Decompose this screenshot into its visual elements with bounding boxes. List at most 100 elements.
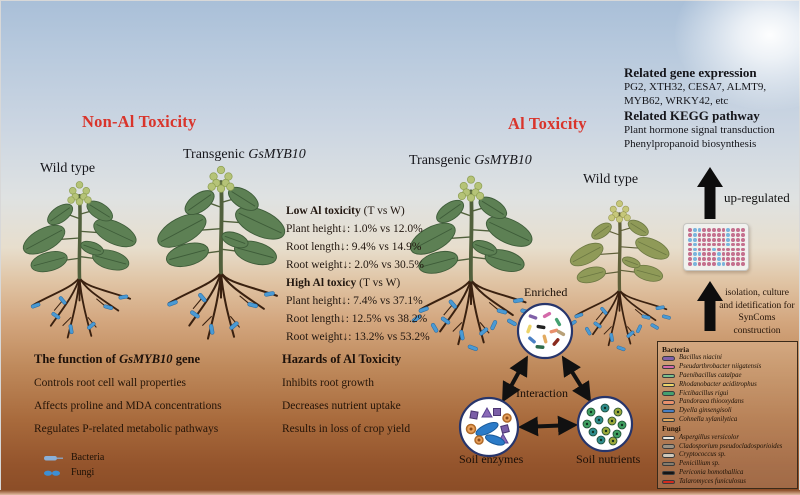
- gene-name: GsMYB10: [474, 153, 532, 168]
- gene-expression-lines: PG2, XTH32, CESA7, ALMT9, MYB62, WRKY42, …: [624, 80, 800, 108]
- microplate-well: [721, 262, 726, 266]
- microplate-well: [740, 232, 745, 237]
- microplate-well: [697, 262, 702, 266]
- gene-expression-panel: Related gene expression PG2, XTH32, CESA…: [624, 65, 800, 151]
- up-arrow-icon: [697, 167, 723, 219]
- bacteria-legend-header: Bacteria: [662, 345, 690, 354]
- species-swatch-icon: [662, 382, 675, 388]
- wild-type-label-left: Wild type: [40, 161, 96, 176]
- microplate-well: [707, 237, 711, 242]
- up-regulated-label: up-regulated: [724, 190, 790, 205]
- microplate-well: [731, 252, 735, 257]
- microplate-well: [697, 257, 702, 262]
- microplate-well: [692, 242, 697, 247]
- species-swatch-icon: [662, 408, 675, 414]
- microplate-well: [716, 232, 721, 237]
- microplate-well: [740, 252, 745, 257]
- microplate-well: [740, 228, 745, 232]
- kegg-pathway-line: Plant hormone signal transduction: [624, 124, 775, 136]
- microplate-well: [740, 257, 745, 262]
- microplate-well: [688, 252, 692, 257]
- microplate-well: [735, 237, 740, 242]
- up-arrow-icon: [697, 281, 723, 331]
- microplate-well: [740, 242, 745, 247]
- microplate-well: [702, 232, 707, 237]
- legend-row: Pseudarthrobacter niigatensis: [662, 363, 795, 372]
- microplate-well: [702, 252, 707, 257]
- microplate-well: [707, 257, 711, 262]
- stat-line: Plant height↓: 7.4% vs 37.1%: [286, 295, 423, 307]
- legend-row: Cryptococcus sp.: [662, 451, 795, 460]
- microplate-well: [697, 232, 702, 237]
- microplate-well: [740, 262, 745, 266]
- soil-enzymes-label: Soil enzymes: [459, 452, 524, 466]
- species-name: Penicillium sp.: [679, 460, 720, 468]
- function-panel-items: Controls root cell wall properties Affect…: [34, 372, 222, 441]
- microplate-well: [711, 247, 716, 252]
- microplate-well: [697, 242, 702, 247]
- al-toxicity-heading: Al Toxicity: [508, 114, 587, 133]
- kegg-pathway-line: Phenylpropanoid biosynthesis: [624, 138, 757, 150]
- microplate-well: [692, 228, 697, 232]
- species-name: Bacillus niacini: [679, 354, 722, 362]
- high-al-stats: Plant height↓: 7.4% vs 37.1% Root length↓…: [286, 292, 430, 346]
- microplate-well: [721, 237, 726, 242]
- species-name: Pandoraea thiooxydans: [679, 398, 744, 406]
- species-swatch-icon: [662, 417, 675, 423]
- legend-row: Fictibacillus rigui: [662, 389, 795, 398]
- plant-transgenic-non-al: [157, 165, 286, 340]
- interaction-arrows: [458, 302, 634, 458]
- transgenic-label-right: Transgenic GsMYB10: [409, 153, 532, 168]
- legend-row: Rhodanobacter aciditrophus: [662, 380, 795, 389]
- microplate-well: [726, 257, 731, 262]
- low-al-toxicity-header: Low Al toxicity (T vs W): [286, 205, 405, 217]
- legend-row: Cladosporium pseudocladosporioides: [662, 442, 795, 451]
- species-name: Paenibacillus catalpae: [679, 371, 742, 379]
- legend-row: Pandoraea thiooxydans: [662, 398, 795, 407]
- microplate-well: [731, 247, 735, 252]
- microplate-well: [702, 247, 707, 252]
- microplate-well: [721, 228, 726, 232]
- species-name: Cryptococcus sp.: [679, 451, 726, 459]
- wild-type-label-right: Wild type: [583, 172, 639, 187]
- root-symbol-legend: Bacteria Fungi: [42, 450, 104, 480]
- microplate-well: [697, 228, 702, 232]
- microplate-well: [716, 257, 721, 262]
- fungi-icon: [44, 470, 60, 476]
- species-swatch-icon: [662, 373, 675, 379]
- gene-expression-title: Related gene expression: [624, 65, 757, 80]
- microplate-well: [726, 252, 731, 257]
- microplate-well: [707, 232, 711, 237]
- microplate-well: [707, 228, 711, 232]
- microplate-well: [707, 242, 711, 247]
- gene-expression-line: MYB62, WRKY42, etc: [624, 95, 729, 107]
- species-name: Talaromyces funiculosus: [679, 477, 746, 485]
- species-name: Periconia homothallica: [679, 468, 744, 476]
- microplate-well: [688, 242, 692, 247]
- microplate-well: [702, 262, 707, 266]
- species-name: Cladosporium pseudocladosporioides: [679, 442, 783, 450]
- species-swatch-icon: [662, 444, 675, 449]
- species-name: Aspergillus versicolor: [679, 433, 739, 441]
- microplate-well: [702, 228, 707, 232]
- microplate-well: [731, 237, 735, 242]
- microplate-well: [731, 257, 735, 262]
- microplate-well: [697, 247, 702, 252]
- gene-expression-line: PG2, XTH32, CESA7, ALMT9,: [624, 81, 767, 93]
- bacteria-legend-label: Bacteria: [71, 452, 105, 463]
- function-item: Controls root cell wall properties: [34, 377, 187, 389]
- microplate-well: [702, 257, 707, 262]
- legend-row: Talaromyces funiculosus: [662, 477, 795, 486]
- microplate-well: [721, 252, 726, 257]
- kegg-pathway-lines: Plant hormone signal transduction Phenylp…: [624, 123, 800, 151]
- transgenic-label-left: Transgenic GsMYB10: [183, 147, 306, 162]
- function-item: Regulates P-related metabolic pathways: [34, 423, 219, 435]
- microplate-well: [726, 262, 731, 266]
- microplate-well: [711, 257, 716, 262]
- microplate-well: [688, 257, 692, 262]
- stat-line: Plant height↓: 1.0% vs 12.0%: [286, 223, 423, 235]
- species-name: Cohnella xylanilytica: [679, 415, 738, 423]
- species-swatch-icon: [662, 364, 675, 370]
- microplate-well: [697, 252, 702, 257]
- legend-row: Dyella ginsengisoli: [662, 407, 795, 416]
